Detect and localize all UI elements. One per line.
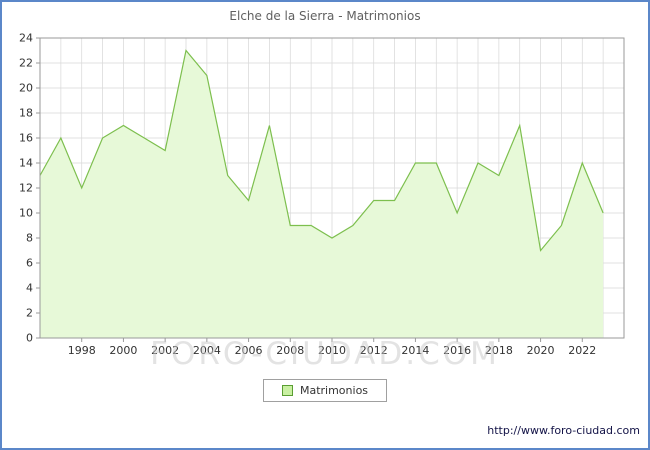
svg-text:12: 12 <box>19 182 33 195</box>
svg-text:14: 14 <box>19 157 33 170</box>
svg-text:2022: 2022 <box>568 344 596 357</box>
svg-text:10: 10 <box>19 207 33 220</box>
svg-text:1998: 1998 <box>68 344 96 357</box>
svg-text:6: 6 <box>26 257 33 270</box>
svg-text:2006: 2006 <box>235 344 263 357</box>
svg-text:22: 22 <box>19 57 33 70</box>
svg-text:2014: 2014 <box>401 344 429 357</box>
source-url-link[interactable]: http://www.foro-ciudad.com <box>487 424 640 437</box>
legend-box: Matrimonios <box>262 379 388 402</box>
svg-text:2002: 2002 <box>151 344 179 357</box>
svg-text:16: 16 <box>19 132 33 145</box>
legend-swatch-icon <box>281 385 293 396</box>
svg-text:2018: 2018 <box>485 344 513 357</box>
svg-text:2004: 2004 <box>193 344 221 357</box>
svg-text:2016: 2016 <box>443 344 471 357</box>
svg-text:2020: 2020 <box>527 344 555 357</box>
svg-text:2008: 2008 <box>276 344 304 357</box>
svg-text:4: 4 <box>26 282 33 295</box>
svg-text:18: 18 <box>19 107 33 120</box>
legend: Matrimonios <box>2 379 648 402</box>
svg-text:2010: 2010 <box>318 344 346 357</box>
svg-text:20: 20 <box>19 82 33 95</box>
svg-text:2000: 2000 <box>109 344 137 357</box>
svg-text:24: 24 <box>19 32 33 45</box>
svg-text:2: 2 <box>26 307 33 320</box>
svg-text:0: 0 <box>26 332 33 345</box>
svg-text:8: 8 <box>26 232 33 245</box>
chart-title: Elche de la Sierra - Matrimonios <box>229 9 421 23</box>
legend-label: Matrimonios <box>299 384 369 397</box>
svg-text:2012: 2012 <box>360 344 388 357</box>
